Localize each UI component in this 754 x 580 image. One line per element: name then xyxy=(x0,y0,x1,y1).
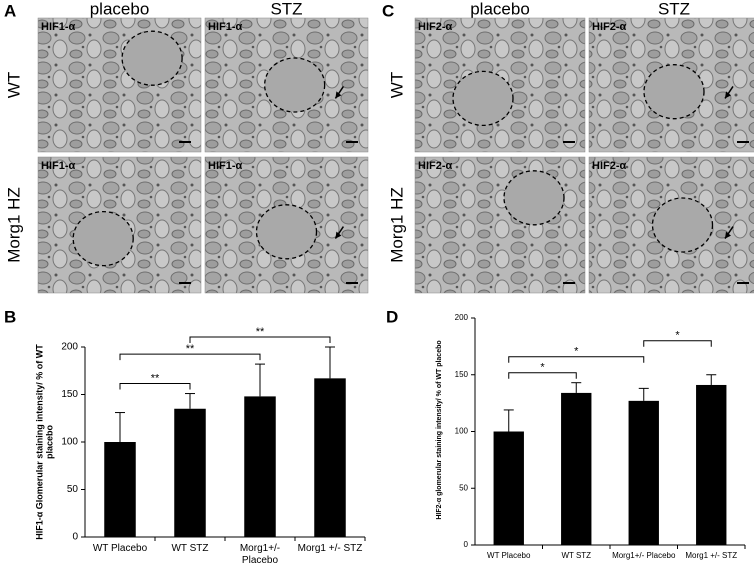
stain-label: HIF1-α xyxy=(41,160,76,172)
x-tick-label: WT Placebo xyxy=(487,551,531,560)
stain-label: HIF1-α xyxy=(208,160,243,172)
bar xyxy=(174,408,206,537)
panel-label: B xyxy=(4,307,16,326)
stain-label: HIF2-α xyxy=(418,21,453,33)
significance-bracket xyxy=(119,353,261,361)
y-tick-label: 100 xyxy=(61,437,78,448)
significance-label: ** xyxy=(151,372,160,384)
stain-label: HIF2-α xyxy=(592,21,627,33)
arrow-head xyxy=(335,91,342,99)
column-header: placebo xyxy=(470,0,530,18)
significance-bracket xyxy=(119,383,191,390)
row-label: Morg1 HZ xyxy=(387,187,406,263)
x-tick-label: Morg1+/- Placebo xyxy=(612,551,676,560)
stain-label: HIF2-α xyxy=(418,160,453,172)
arrow-head xyxy=(335,231,342,239)
glomerulus-outline xyxy=(72,210,134,267)
row-label: WT xyxy=(4,72,23,98)
column-header: STZ xyxy=(270,0,302,18)
x-tick-label: Morg1 +/- STZ xyxy=(297,543,363,554)
y-tick-label: 0 xyxy=(72,532,78,543)
significance-label: * xyxy=(574,346,579,358)
y-tick-label: 0 xyxy=(464,540,469,549)
bar xyxy=(561,392,592,545)
y-tick-label: 50 xyxy=(459,483,468,492)
significance-label: ** xyxy=(186,343,195,355)
stain-label: HIF2-α xyxy=(592,160,627,172)
stain-label: HIF1-α xyxy=(41,21,76,33)
glomerulus-outline xyxy=(452,70,514,127)
y-axis-label: HIF2-α glomerular staining intensity/ % … xyxy=(435,340,443,520)
y-tick-label: 200 xyxy=(455,313,469,322)
y-tick-label: 200 xyxy=(61,342,78,353)
x-tick-label: WT Placebo xyxy=(92,543,148,554)
significance-bracket xyxy=(643,340,712,347)
micrograph xyxy=(414,156,586,294)
column-header: STZ xyxy=(658,0,690,18)
significance-label: * xyxy=(540,362,545,374)
bar xyxy=(104,442,136,537)
x-tick-label: WT STZ xyxy=(171,543,209,554)
significance-bracket xyxy=(508,372,577,379)
bar xyxy=(314,378,346,537)
panel-label: A xyxy=(4,1,16,20)
y-tick-label: 150 xyxy=(61,389,78,400)
significance-bracket xyxy=(189,336,331,343)
column-header: placebo xyxy=(90,0,150,18)
significance-label: ** xyxy=(256,326,265,338)
x-tick-label: Morg1 +/- STZ xyxy=(685,551,738,560)
y-tick-label: 50 xyxy=(67,484,79,495)
significance-label: * xyxy=(675,330,680,342)
micrograph xyxy=(37,17,202,153)
significance-bracket xyxy=(508,356,645,363)
glomerulus-outline xyxy=(255,204,318,260)
y-axis-label: HIF1-α Glomerular staining intensity/ % … xyxy=(34,344,55,540)
bar xyxy=(628,400,659,545)
row-label: Morg1 HZ xyxy=(4,187,23,263)
glomerulus-outline xyxy=(121,30,183,86)
bar xyxy=(244,396,276,537)
panel-label: D xyxy=(386,307,398,326)
arrow-head xyxy=(725,231,731,239)
glomerulus-outline xyxy=(651,197,714,253)
row-label: WT xyxy=(387,72,406,98)
x-tick-label: WT STZ xyxy=(561,551,592,560)
arrow-head xyxy=(725,91,731,99)
bar xyxy=(696,384,727,545)
x-tick-label: Morg1+/- Placebo xyxy=(239,543,281,566)
stain-label: HIF1-α xyxy=(208,21,243,33)
bar xyxy=(493,431,524,545)
glomerulus-outline xyxy=(643,64,705,120)
glomerulus-outline xyxy=(503,170,565,226)
y-tick-label: 100 xyxy=(455,427,469,436)
panel-label: C xyxy=(382,1,394,20)
glomerulus-outline xyxy=(263,57,326,113)
y-tick-label: 150 xyxy=(455,370,469,379)
